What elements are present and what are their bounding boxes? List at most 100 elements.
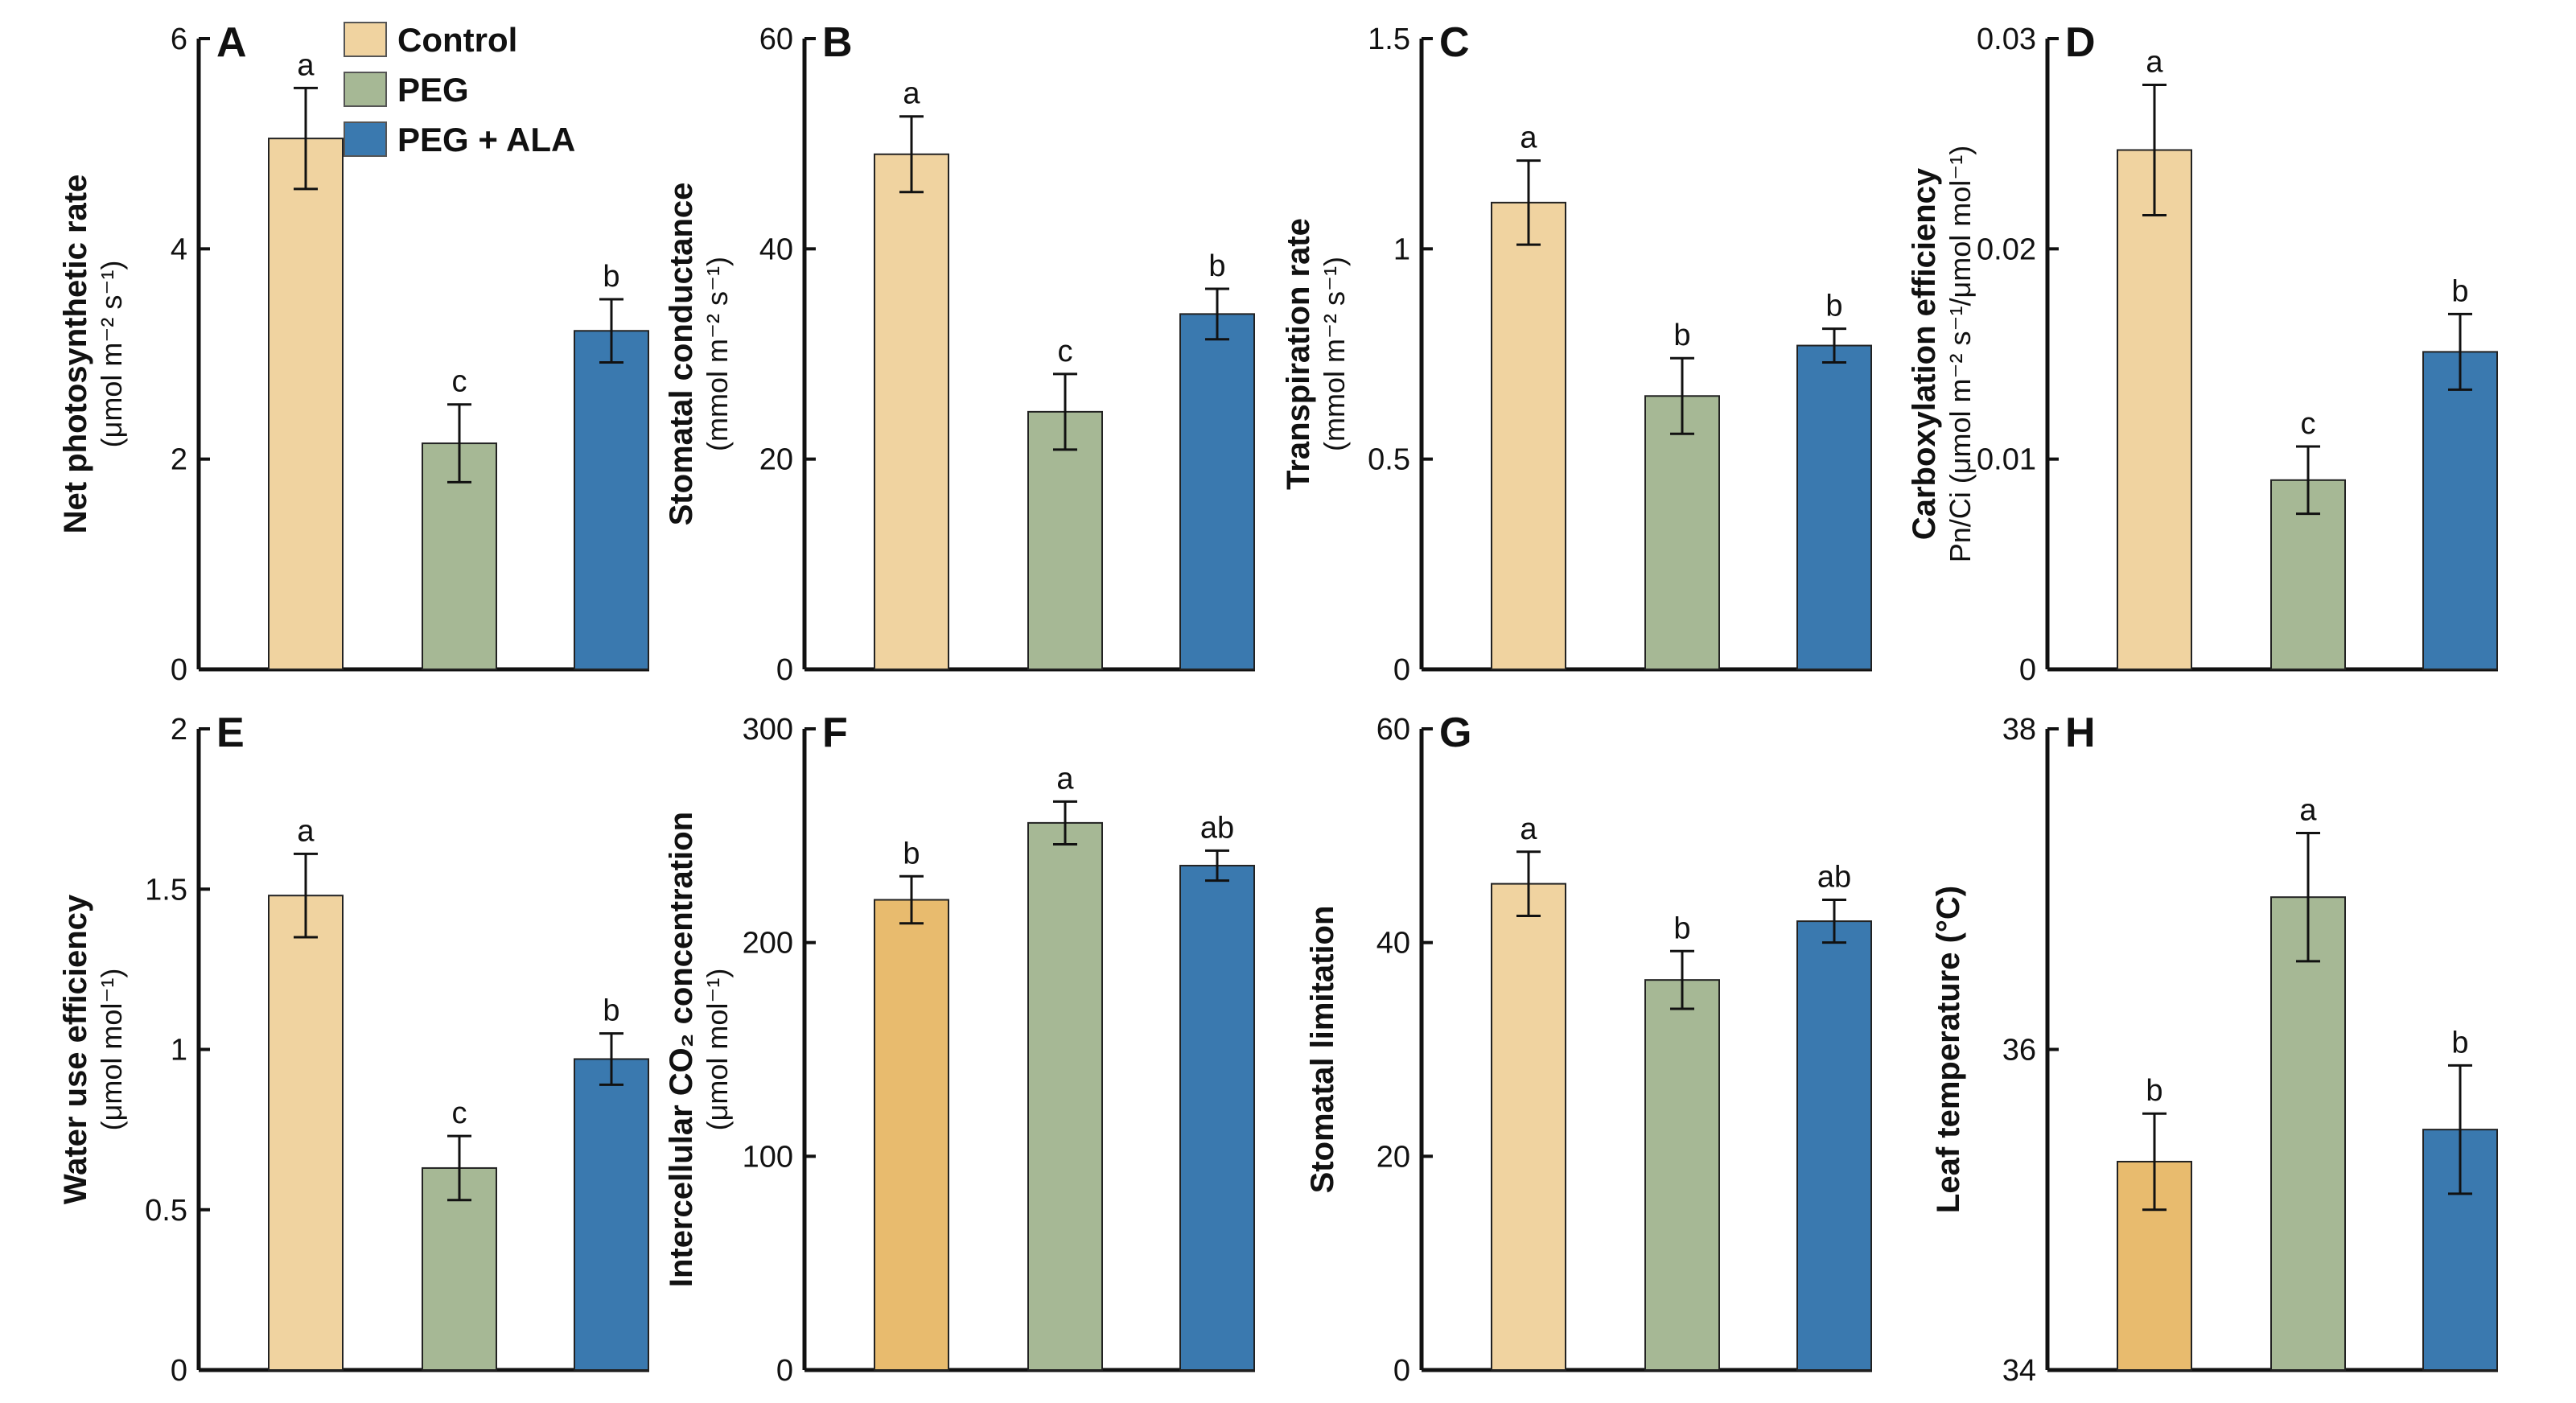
y-tick-label: 2 [171, 443, 187, 477]
y-tick-label: 0.02 [1977, 232, 2036, 266]
y-axis-unit: (μmol mol⁻¹) [701, 969, 734, 1131]
significance-letter: b [2146, 1074, 2162, 1108]
y-axis-title: Leaf temperature (°C) [1931, 886, 1966, 1213]
y-tick-label: 60 [1376, 713, 1410, 747]
y-tick-label: 0.03 [1977, 23, 2036, 56]
y-axis-title: Intercellular CO₂ concentration [664, 812, 699, 1287]
y-tick-label: 38 [2002, 713, 2036, 747]
significance-letter: b [903, 837, 920, 870]
bar [1796, 920, 1872, 1371]
y-axis-title: Stomatal conductance [664, 183, 699, 526]
bar [268, 895, 344, 1371]
bar [2270, 896, 2346, 1371]
y-tick-label: 1.5 [145, 873, 187, 907]
y-tick-label: 0 [776, 1354, 793, 1388]
bar [1491, 883, 1566, 1371]
panel-h: 34 36 38 H Leaf temperature (°C) b a b [1931, 710, 2498, 1388]
significance-letter: c [452, 365, 467, 399]
significance-letter: a [1520, 121, 1537, 155]
legend-label-control: Control [397, 21, 517, 59]
significance-letter: a [297, 814, 315, 848]
y-tick-label: 60 [759, 23, 793, 56]
significance-letter: a [1520, 813, 1537, 846]
legend-swatch-peg-ala [344, 121, 387, 157]
y-tick-label: 1 [1393, 232, 1410, 266]
significance-letter: b [1673, 319, 1690, 352]
y-tick-label: 34 [2002, 1354, 2036, 1388]
y-axis-unit: (mmol m⁻² s⁻¹) [701, 257, 734, 451]
y-tick-label: 300 [743, 713, 793, 747]
panel-e: 0 0.5 1 1.5 2 E Water use efficiency (μmol mol⁻… [58, 710, 649, 1388]
y-tick-label: 20 [1376, 1140, 1410, 1174]
significance-letter: b [603, 260, 619, 294]
y-tick-label: 40 [1376, 927, 1410, 961]
significance-letter: a [2299, 794, 2317, 828]
y-tick-label: 2 [171, 713, 187, 747]
y-tick-label: 40 [759, 232, 793, 266]
significance-letter: b [2451, 1026, 2468, 1059]
significance-letter: b [1208, 249, 1225, 283]
y-tick-label: 0 [2019, 653, 2036, 687]
significance-letter: a [297, 48, 315, 82]
y-tick-label: 36 [2002, 1034, 2036, 1068]
legend-label-peg-ala: PEG + ALA [397, 121, 575, 158]
y-tick-label: 0 [171, 1354, 187, 1388]
panel-letter: G [1439, 710, 1471, 756]
bar [1644, 395, 1720, 670]
panel-f: 0 100 200 300 F Intercellular CO₂ concentrati… [664, 710, 1255, 1388]
bar [1179, 865, 1255, 1371]
y-tick-label: 20 [759, 443, 793, 477]
significance-letter: b [2451, 274, 2468, 308]
panel-c: 0 0.5 1 1.5 C Transpiration rate (mmol m⁻² s⁻¹… [1281, 19, 1872, 687]
significance-letter: a [1056, 762, 1074, 796]
y-tick-label: 0 [1393, 653, 1410, 687]
bar [874, 153, 949, 670]
y-axis-title: Stomatal limitation [1305, 906, 1340, 1194]
significance-letter: ab [1200, 811, 1234, 845]
y-tick-label: 0 [171, 653, 187, 687]
y-tick-label: 200 [743, 927, 793, 961]
significance-letter: a [2146, 45, 2163, 79]
bar [1179, 313, 1255, 670]
legend: Control PEG PEG + ALA [344, 21, 575, 158]
significance-letter: c [452, 1096, 467, 1130]
panel-d: 0 0.01 0.02 0.03 D Carboxylation efficiency Pn… [1907, 19, 2498, 687]
significance-letter: ab [1817, 861, 1851, 895]
y-axis-title: Transpiration rate [1281, 218, 1316, 490]
significance-letter: b [603, 994, 619, 1028]
y-tick-label: 4 [171, 232, 187, 266]
y-tick-label: 0 [1393, 1354, 1410, 1388]
legend-label-peg: PEG [397, 71, 469, 109]
bar [268, 138, 344, 670]
bar [1644, 979, 1720, 1371]
y-axis-title: Net photosynthetic rate [58, 175, 93, 534]
y-tick-label: 6 [171, 23, 187, 56]
legend-swatch-control [344, 22, 387, 57]
bar [422, 1166, 497, 1371]
y-tick-label: 0.5 [1368, 443, 1410, 477]
bar [2117, 149, 2192, 671]
y-tick-label: 1.5 [1368, 23, 1410, 56]
panels-layer: 0 2 4 6 A Net photosynthetic rate (μmol m⁻² s⁻… [58, 19, 2498, 1388]
significance-letter: c [1058, 335, 1073, 368]
significance-letter: c [2301, 407, 2316, 441]
significance-letter: a [903, 77, 920, 111]
bar [2422, 351, 2498, 670]
panel-letter: A [216, 19, 247, 66]
y-axis-unit: Pn/Ci (μmol m⁻² s⁻¹/μmol mol⁻¹) [1944, 146, 1977, 562]
bar [1027, 410, 1103, 670]
panel-letter: F [822, 710, 848, 756]
significance-letter: b [1825, 290, 1842, 323]
panel-a: 0 2 4 6 A Net photosynthetic rate (μmol m⁻² s⁻… [58, 19, 649, 687]
panel-b: 0 20 40 60 B Stomatal conductance (mmol m⁻² s⁻… [664, 19, 1255, 687]
y-axis-unit: (μmol mol⁻¹) [95, 969, 128, 1131]
panel-letter: E [216, 710, 245, 756]
bar [574, 330, 649, 670]
y-tick-label: 0.5 [145, 1194, 187, 1228]
y-tick-label: 0.01 [1977, 443, 2036, 477]
y-tick-label: 100 [743, 1140, 793, 1174]
y-tick-label: 0 [776, 653, 793, 687]
y-tick-label: 1 [171, 1034, 187, 1068]
